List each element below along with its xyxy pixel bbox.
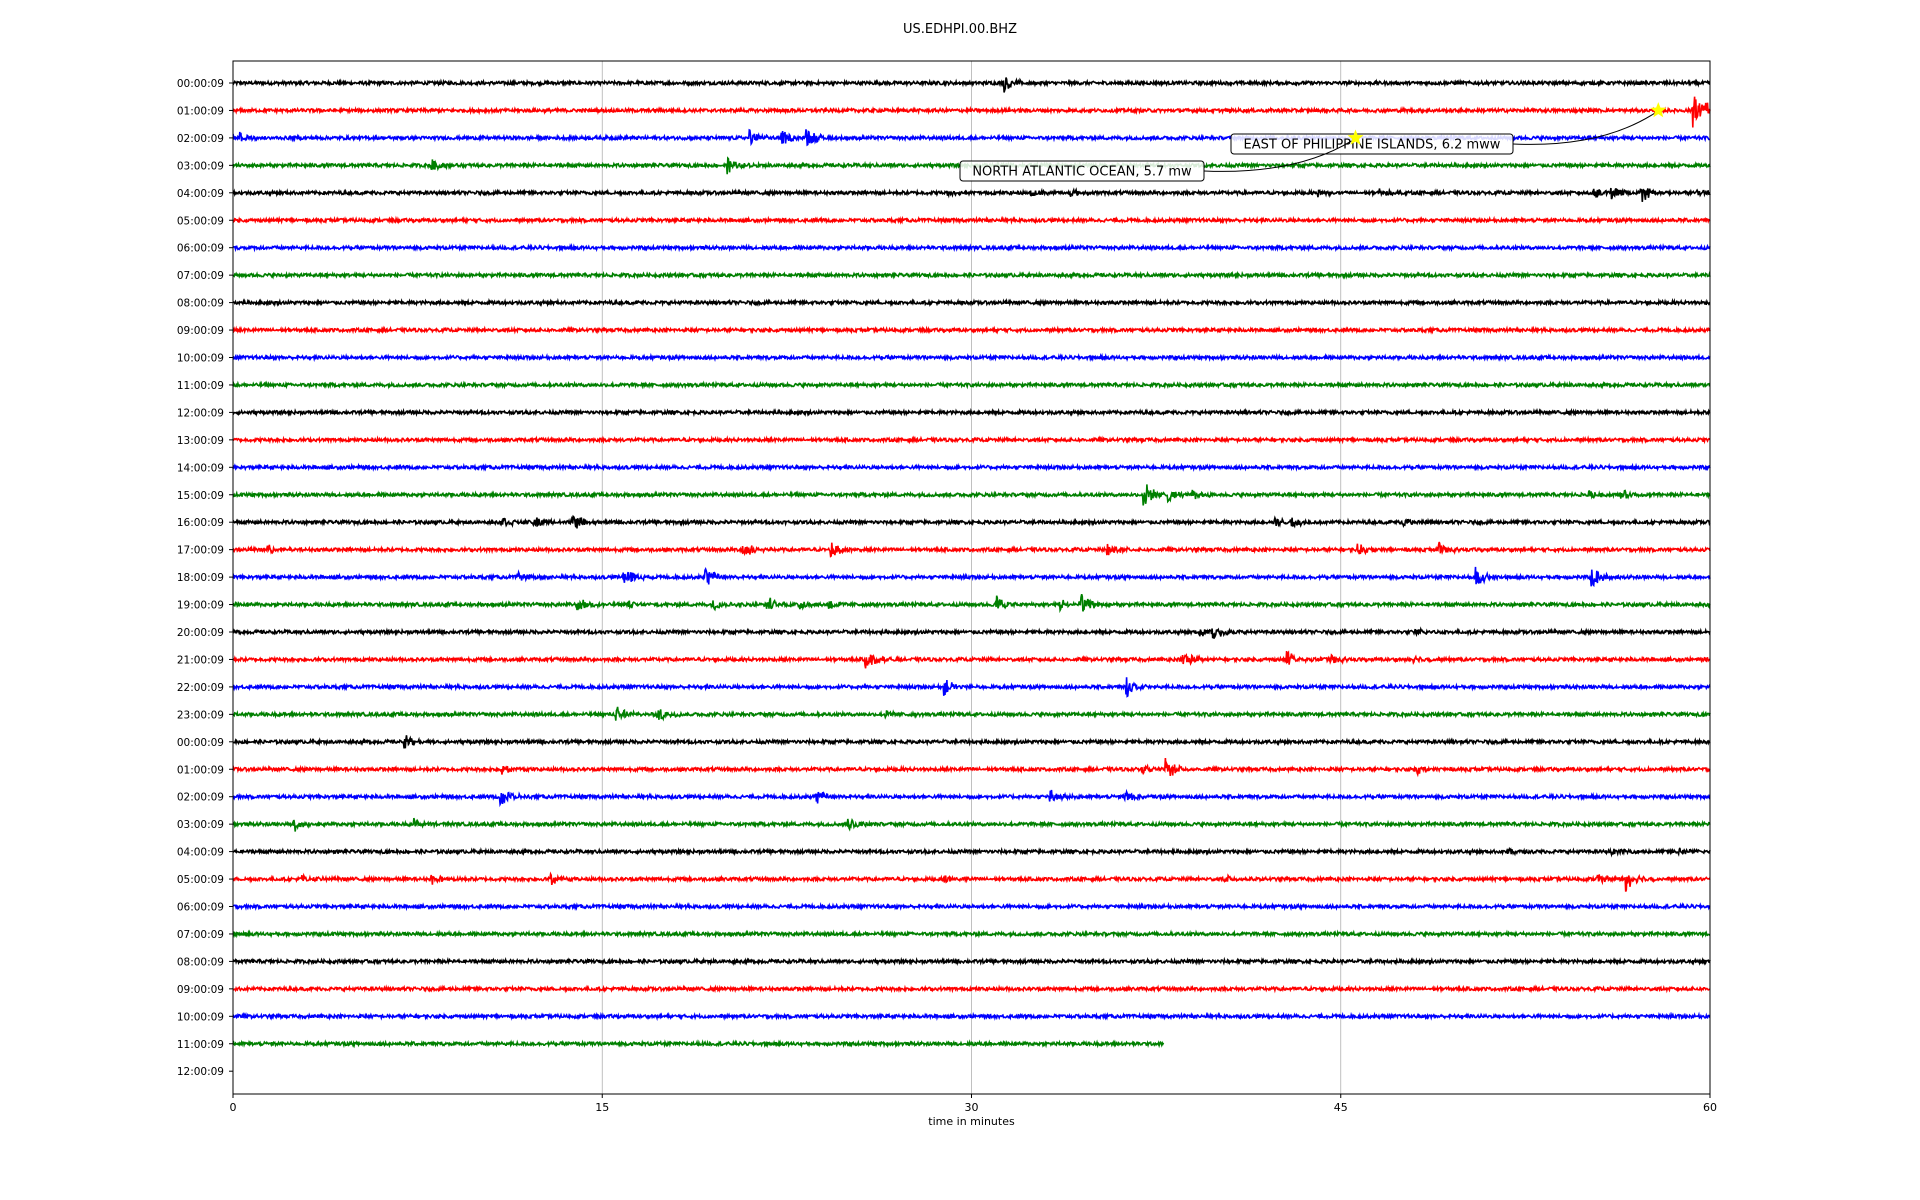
annotation-box-0: [1230, 133, 1514, 155]
trace-row-29: [232, 871, 1711, 892]
row-labels: 00:00:09 01:00:09 02:00:09 03:00:09 04:00:09…: [177, 78, 233, 1078]
annotation-star-1: [1347, 129, 1364, 145]
trace-row-21: [232, 650, 1711, 669]
annotation-connector-0: [1512, 113, 1655, 145]
x-axis-ticks: 0 15 30 45 60: [230, 1094, 1717, 1114]
trace-row-0: [232, 77, 1711, 93]
trace-row-25: [232, 757, 1711, 778]
row-label-28: 04:00:09: [177, 847, 224, 859]
trace-row-7: [232, 270, 1711, 280]
annotation-box-1: [959, 160, 1205, 182]
row-label-26: 02:00:09: [177, 792, 224, 804]
row-label-33: 09:00:09: [177, 984, 224, 996]
trace-row-11: [232, 380, 1711, 390]
row-label-8: 08:00:09: [177, 298, 224, 310]
x-axis-label: time in minutes: [928, 1115, 1015, 1128]
trace-row-8: [233, 297, 1711, 308]
trace-row-10: [232, 352, 1711, 363]
traces: [232, 77, 1711, 1049]
trace-row-4: [232, 187, 1711, 202]
row-label-11: 11:00:09: [177, 380, 224, 392]
trace-row-18: [232, 566, 1711, 588]
trace-row-14: [232, 462, 1711, 473]
row-label-24: 00:00:09: [177, 737, 224, 749]
row-label-0: 00:00:09: [177, 78, 224, 90]
annotation-connector-1: [1203, 140, 1352, 172]
x-tick-label-1: 15: [595, 1101, 609, 1114]
trace-row-13: [232, 435, 1711, 445]
annotation-star-0: [1650, 102, 1667, 118]
trace-row-27: [232, 817, 1711, 832]
row-label-31: 07:00:09: [177, 929, 224, 941]
row-label-34: 10:00:09: [177, 1011, 224, 1023]
trace-row-15: [232, 484, 1711, 506]
gridlines: [601, 61, 1342, 1094]
trace-row-12: [232, 407, 1711, 418]
row-label-6: 06:00:09: [177, 243, 224, 255]
row-label-17: 17:00:09: [177, 545, 224, 557]
trace-row-32: [232, 956, 1711, 967]
annotation-text-0: EAST OF PHILIPPINE ISLANDS, 6.2 mww: [1244, 138, 1501, 153]
row-label-35: 11:00:09: [177, 1039, 224, 1051]
row-label-10: 10:00:09: [177, 353, 224, 365]
trace-row-28: [232, 846, 1711, 858]
trace-row-35: [232, 1039, 1165, 1049]
row-label-14: 14:00:09: [177, 462, 224, 474]
trace-row-22: [232, 677, 1711, 698]
row-label-5: 05:00:09: [177, 215, 224, 227]
row-label-19: 19:00:09: [177, 600, 224, 612]
row-label-22: 22:00:09: [177, 682, 224, 694]
row-label-32: 08:00:09: [177, 956, 224, 968]
annotation-text-1: NORTH ATLANTIC OCEAN, 5.7 mw: [972, 165, 1192, 180]
row-label-18: 18:00:09: [177, 572, 224, 584]
row-label-23: 23:00:09: [177, 709, 224, 721]
row-label-15: 15:00:09: [177, 490, 224, 502]
trace-row-16: [232, 514, 1711, 529]
row-label-16: 16:00:09: [177, 517, 224, 529]
trace-row-17: [232, 541, 1711, 558]
trace-row-30: [232, 901, 1711, 912]
row-label-1: 01:00:09: [177, 105, 224, 117]
row-label-27: 03:00:09: [177, 819, 224, 831]
row-label-30: 06:00:09: [177, 902, 224, 914]
trace-row-34: [232, 1011, 1711, 1022]
row-label-3: 03:00:09: [177, 160, 224, 172]
trace-row-6: [232, 242, 1711, 253]
trace-row-26: [232, 788, 1711, 808]
annotations: EAST OF PHILIPPINE ISLANDS, 6.2 mww NORTH…: [959, 102, 1667, 182]
row-label-7: 07:00:09: [177, 270, 224, 282]
row-label-36: 12:00:09: [177, 1066, 224, 1078]
row-label-25: 01:00:09: [177, 764, 224, 776]
row-label-9: 09:00:09: [177, 325, 224, 337]
row-label-20: 20:00:09: [177, 627, 224, 639]
trace-row-31: [232, 929, 1711, 939]
x-tick-label-3: 45: [1334, 1101, 1348, 1114]
trace-row-24: [232, 735, 1711, 749]
trace-row-1: [232, 96, 1711, 128]
row-label-2: 02:00:09: [177, 133, 224, 145]
x-tick-label-2: 30: [965, 1101, 979, 1114]
chart-title: US.EDHPI.00.BHZ: [903, 22, 1017, 37]
row-label-29: 05:00:09: [177, 874, 224, 886]
row-label-12: 12:00:09: [177, 407, 224, 419]
trace-row-5: [232, 215, 1711, 226]
row-label-13: 13:00:09: [177, 435, 224, 447]
trace-row-20: [232, 626, 1711, 639]
trace-row-23: [232, 706, 1711, 722]
trace-row-19: [232, 593, 1711, 614]
x-tick-label-0: 0: [230, 1101, 237, 1114]
row-label-21: 21:00:09: [177, 654, 224, 666]
trace-row-9: [232, 325, 1711, 335]
x-tick-label-4: 60: [1703, 1101, 1717, 1114]
row-label-4: 04:00:09: [177, 188, 224, 200]
trace-row-33: [232, 984, 1711, 994]
